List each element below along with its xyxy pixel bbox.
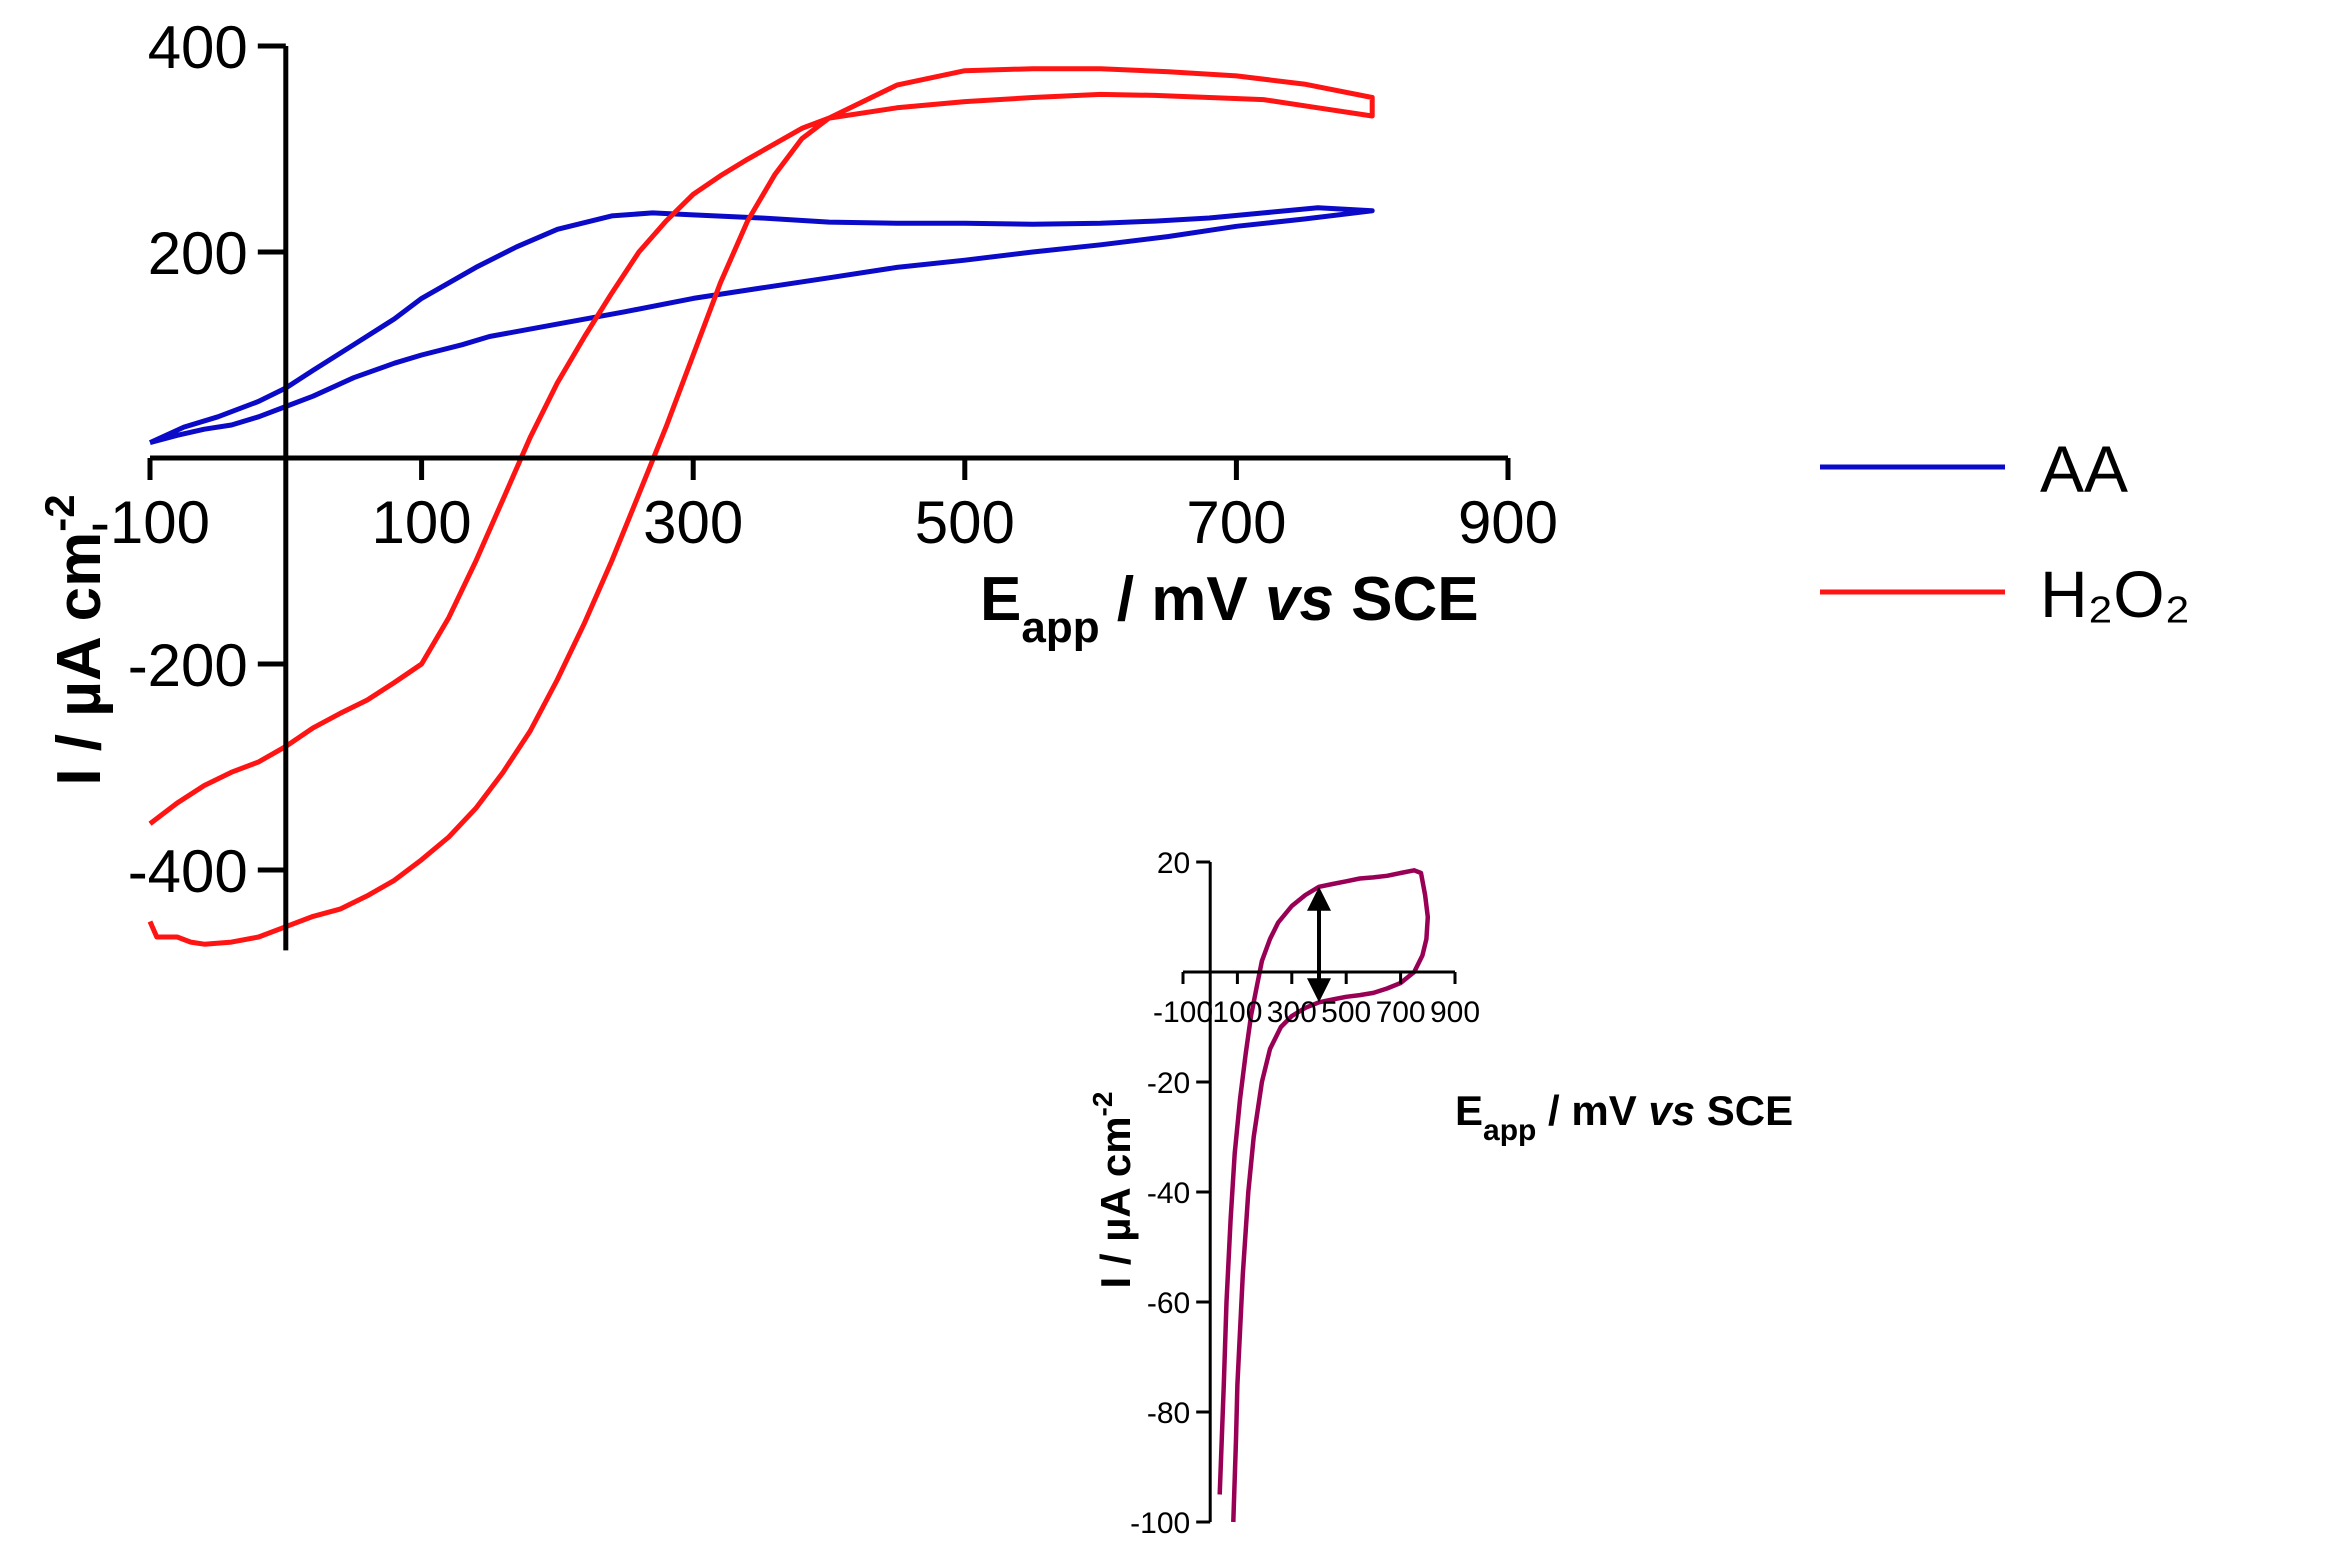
main-x-tick-label: 700 (1186, 489, 1286, 556)
main-y-axis-title: I / µA cm-2 (36, 494, 114, 785)
main-tick-group: -100 100 300 500 700 900 400 200 -200 -400 (90, 14, 1558, 905)
legend: AA H₂O₂ (1820, 432, 2190, 631)
main-x-tick-label: 300 (643, 489, 743, 556)
inset-x-tick-label: 100 (1212, 996, 1262, 1029)
main-plot: -100 100 300 500 700 900 400 200 -200 -400 Eapp /… (36, 14, 2190, 951)
inset-x-axis-title: Eapp / mV vs SCE (1455, 1087, 1793, 1147)
inset-x-tick-label: -100 (1153, 996, 1213, 1029)
inset-x-tick-label: 500 (1321, 996, 1371, 1029)
main-x-tick-label: 100 (372, 489, 472, 556)
main-y-tick-label: -400 (128, 838, 248, 905)
inset-y-tick-label: -80 (1147, 1397, 1190, 1430)
main-y-tick-label: 400 (148, 14, 248, 81)
gap-arrow-head-up (1307, 886, 1331, 911)
inset-y-tick-label: -40 (1147, 1177, 1190, 1210)
main-series-group (147, 66, 1375, 947)
gap-arrow (1307, 886, 1331, 1003)
gap-arrow-head-down (1307, 978, 1331, 1003)
main-x-tick-label: 900 (1458, 489, 1558, 556)
main-y-tick-label: 200 (148, 220, 248, 287)
inset-x-tick-label: 300 (1267, 996, 1317, 1029)
inset-series-group (1217, 868, 1431, 1523)
inset-y-tick-label: -60 (1147, 1287, 1190, 1320)
main-x-tick-label: -100 (90, 489, 210, 556)
inset-y-axis-title: I / µA cm-2 (1087, 1092, 1139, 1289)
inset-x-tick-label: 700 (1376, 996, 1426, 1029)
inset-x-tick-label: 900 (1430, 996, 1480, 1029)
main-x-axis-title: Eapp / mV vs SCE (980, 565, 1479, 652)
legend-label-aa: AA (2040, 432, 2128, 506)
inset-y-tick-label: -20 (1147, 1067, 1190, 1100)
main-x-tick-label: 500 (915, 489, 1015, 556)
legend-label-h2o2: H₂O₂ (2040, 557, 2190, 631)
inset-y-tick-label: 20 (1157, 847, 1190, 880)
main-series-line-aa (148, 205, 1375, 446)
main-y-tick-label: -200 (128, 632, 248, 699)
inset-series-line (1217, 868, 1431, 1523)
main-series-line-h2o2 (147, 66, 1375, 947)
inset-y-tick-label: -100 (1130, 1507, 1190, 1540)
